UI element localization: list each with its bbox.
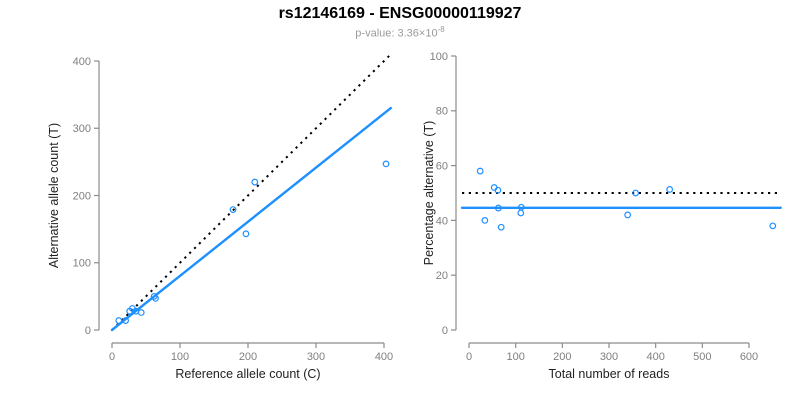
x-tick-label: 300 xyxy=(307,351,325,363)
y-tick-label: 100 xyxy=(430,51,448,63)
data-point xyxy=(481,216,489,224)
data-point xyxy=(229,206,237,214)
data-point xyxy=(137,309,145,316)
x-tick-label: 500 xyxy=(693,351,711,363)
y-tick-label: 80 xyxy=(436,106,448,118)
data-point xyxy=(624,211,632,219)
x-axis-title: Total number of reads xyxy=(549,367,670,381)
data-point xyxy=(476,167,484,175)
allele-counts-scatter-plot: 0 100 200 300 400 Reference allele count (C) 0… xyxy=(47,53,393,381)
data-point xyxy=(242,230,250,238)
data-point xyxy=(517,209,525,217)
x-tick-label: 600 xyxy=(740,351,758,363)
data-point xyxy=(494,186,502,194)
data-point xyxy=(382,160,390,168)
fit-line xyxy=(110,106,392,332)
data-point xyxy=(666,186,674,193)
y-tick-label: 40 xyxy=(436,215,448,227)
y-tick-label: 300 xyxy=(73,123,91,135)
data-point xyxy=(769,222,777,230)
x-tick-label: 400 xyxy=(375,351,393,363)
y-tick-label: 400 xyxy=(73,56,91,68)
data-point xyxy=(251,178,259,186)
identity-line xyxy=(111,53,392,331)
y-tick-label: 0 xyxy=(442,325,448,337)
y-tick-label: 0 xyxy=(85,325,91,337)
x-tick-label: 300 xyxy=(600,351,618,363)
x-tick-label: 0 xyxy=(109,351,115,363)
y-tick-label: 20 xyxy=(436,270,448,282)
data-point xyxy=(632,189,640,197)
y-tick-label: 200 xyxy=(73,190,91,202)
page-title: rs12146169 - ENSG00000119927 xyxy=(278,5,522,22)
x-tick-label: 400 xyxy=(646,351,664,363)
x-axis-title: Reference allele count (C) xyxy=(175,367,320,381)
x-tick-label: 100 xyxy=(171,351,189,363)
x-tick-label: 0 xyxy=(466,351,472,363)
data-point xyxy=(494,204,502,212)
y-axis-title: Alternative allele count (T) xyxy=(47,123,61,268)
data-point xyxy=(115,317,123,324)
y-tick-label: 100 xyxy=(73,258,91,270)
p-value-subtitle: p-value: 3.36×10-8 xyxy=(0,23,800,41)
p-value-text: p-value: 3.36×10 xyxy=(355,27,438,40)
x-tick-label: 200 xyxy=(553,351,571,363)
y-tick-label: 60 xyxy=(436,160,448,172)
x-tick-label: 100 xyxy=(506,351,524,363)
data-point xyxy=(517,203,525,211)
x-tick-label: 200 xyxy=(239,351,257,363)
plot-header: rs12146169 - ENSG00000119927 p-value: 3.… xyxy=(0,4,800,41)
data-point xyxy=(497,223,505,231)
data-point xyxy=(122,317,129,324)
p-value-exponent: -8 xyxy=(437,25,445,34)
data-point xyxy=(152,294,159,302)
y-axis-title: Percentage alternative (T) xyxy=(422,121,436,266)
